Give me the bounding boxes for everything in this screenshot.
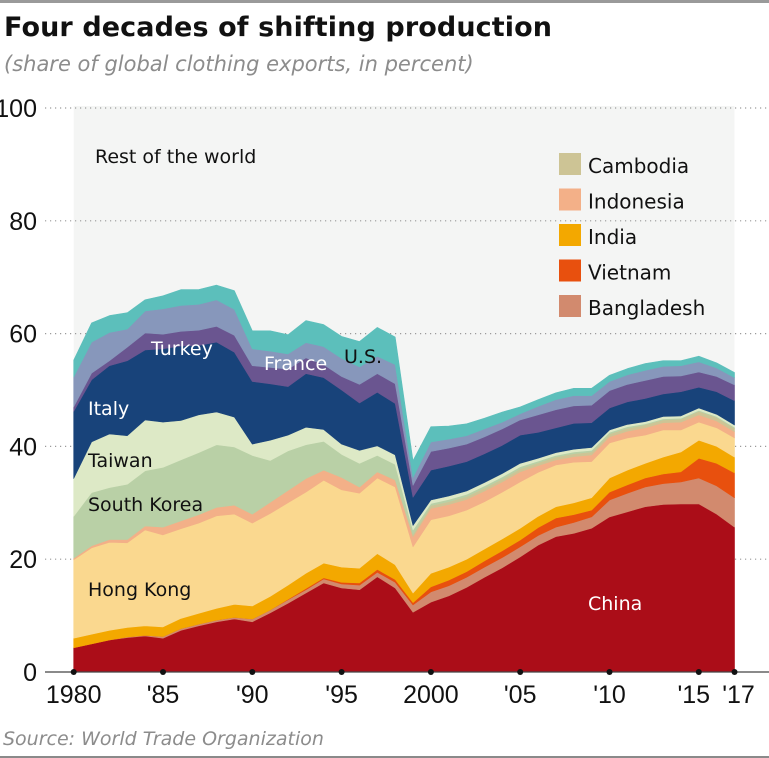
x-tick-dot	[606, 669, 613, 675]
series-label-turkey: Turkey	[150, 338, 213, 360]
series-label-south-korea: South Korea	[88, 494, 203, 516]
x-tick-dot	[427, 669, 434, 675]
y-tick-label: 0	[23, 659, 37, 687]
series-label-taiwan: Taiwan	[87, 450, 153, 472]
x-tick-dot	[70, 669, 77, 675]
series-label-france: France	[264, 353, 327, 375]
x-tick-dot	[249, 669, 256, 675]
x-tick-label: '90	[236, 681, 269, 709]
legend-swatch	[559, 188, 581, 211]
legend-swatch	[559, 153, 581, 175]
x-tick-label: 2000	[403, 681, 459, 709]
chart-title: Four decades of shifting production	[4, 12, 553, 43]
source-note: Source: World Trade Organization	[3, 728, 324, 750]
top-border	[0, 0, 769, 3]
bottom-border	[0, 756, 769, 758]
legend-label: Indonesia	[588, 190, 685, 214]
series-label-hong-kong: Hong Kong	[88, 579, 191, 601]
x-tick-dot	[695, 669, 702, 675]
x-tick-label: '15	[678, 681, 711, 709]
legend-label: Cambodia	[588, 154, 689, 178]
legend-label: Bangladesh	[588, 296, 705, 320]
x-tick-label: 1980	[46, 681, 102, 709]
series-label-u-s: U.S.	[344, 346, 382, 368]
legend-swatch	[559, 259, 581, 282]
rest-of-world-label: Rest of the world	[95, 146, 256, 168]
x-tick-label: '85	[147, 681, 180, 709]
y-tick-label: 80	[9, 208, 37, 236]
legend-swatch	[559, 295, 581, 317]
x-tick-label: '10	[593, 681, 626, 709]
legend-label: Vietnam	[588, 261, 671, 285]
x-tick-dot	[338, 669, 345, 675]
x-tick-label: '95	[325, 681, 358, 709]
x-tick-label: '17	[722, 681, 755, 709]
y-tick-label: 40	[9, 433, 37, 461]
x-tick-dot	[160, 669, 166, 675]
series-label-italy: Italy	[88, 398, 129, 420]
chart-subtitle: (share of global clothing exports, in pe…	[4, 52, 474, 76]
y-tick-label: 20	[9, 546, 37, 574]
x-tick-dot	[731, 669, 738, 675]
y-tick-label: 60	[9, 321, 37, 349]
y-tick-label: 100	[0, 95, 37, 123]
legend-swatch	[559, 224, 581, 246]
x-tick-label: '05	[504, 681, 537, 709]
x-tick-dot	[517, 669, 524, 675]
legend-label: India	[588, 225, 637, 249]
area-u-s	[73, 284, 735, 478]
series-label-china: China	[588, 593, 642, 615]
